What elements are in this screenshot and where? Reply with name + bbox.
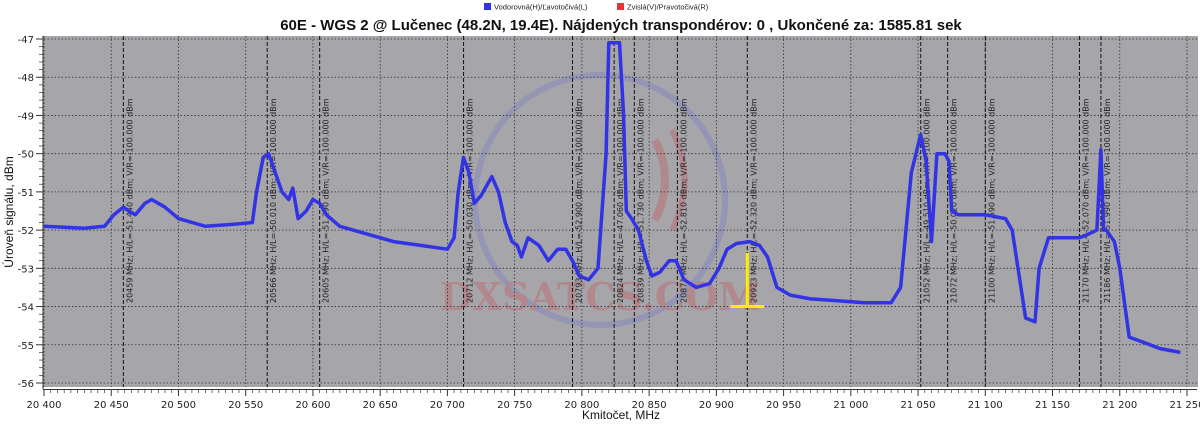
x-tick-label: 20 500 xyxy=(161,400,196,411)
cursor-marker xyxy=(730,253,765,309)
series-layer xyxy=(43,41,1181,355)
marker-label: 20793 MHz; H/L=-52.900 dBm; V/R=-100.000… xyxy=(574,98,583,303)
y-tick-label: -54 xyxy=(18,303,34,314)
y-tick-label: -49 xyxy=(18,111,34,122)
x-tick-label: 21 250 xyxy=(1170,400,1200,411)
x-tick-label: 21 100 xyxy=(968,400,1003,411)
marker-label: 20605 MHz; H/L=-51.290 dBm; V/R=-100.000… xyxy=(322,98,331,303)
marker-label: 20712 MHz; H/L=-50.030 dBm; V/R=-100.000… xyxy=(466,98,475,303)
x-tick-label: 21 150 xyxy=(1035,400,1070,411)
marker-label: 21170 MHz; H/L=-52.070 dBm; V/R=-100.000… xyxy=(1081,98,1090,303)
y-tick-label: -53 xyxy=(18,264,34,275)
y-tick-label: -47 xyxy=(18,35,34,46)
marker-label: 21072 MHz; H/L=-50.020 dBm; V/R=-100.000… xyxy=(950,98,959,303)
x-tick-label: 20 800 xyxy=(564,400,599,411)
marker-label: 20566 MHz; H/L=-50.010 dBm; V/R=-100.000… xyxy=(269,98,278,303)
x-tick-label: 21 200 xyxy=(1102,400,1137,411)
plot-area xyxy=(43,36,1198,387)
marker-label: 21186 MHz; H/L=-51.990 dBm; V/R=-100.000… xyxy=(1103,98,1112,303)
marker-label: 20824 MHz; H/L=-47.060 dBm; V/R=-100.000… xyxy=(616,98,625,303)
x-tick-label: 20 950 xyxy=(766,400,801,411)
legend: Vodorovná(H)/Ľavotočivá(L) Zvislá(V)/Pra… xyxy=(484,3,709,12)
legend-swatch-vertical xyxy=(617,3,624,10)
y-tick-label: -48 xyxy=(18,73,34,84)
x-tick-label: 20 550 xyxy=(228,400,263,411)
x-tick-label: 21 050 xyxy=(901,400,936,411)
y-tick-label: -56 xyxy=(18,379,34,390)
y-axis-label: Úroveň signálu, dBm xyxy=(1,156,16,267)
series-line-horizontal xyxy=(43,41,1181,355)
x-tick-label: 20 850 xyxy=(632,400,667,411)
x-tick-label: 20 400 xyxy=(27,400,62,411)
marker-label: 20839 MHz; H/L=-51.730 dBm; V/R=-100.000… xyxy=(636,98,645,303)
y-tick-label: -55 xyxy=(18,341,34,352)
x-tick-label: 20 450 xyxy=(94,400,129,411)
svg-text:DXSATCS.COM: DXSATCS.COM xyxy=(440,274,761,319)
x-tick-label: 20 750 xyxy=(497,400,532,411)
marker-label: 20923 MHz; H/L=-52.320 dBm; V/R=-100.000… xyxy=(749,98,758,303)
x-tick-label: 21 000 xyxy=(833,400,868,411)
x-tick-label: 20 900 xyxy=(699,400,734,411)
x-tick-label: 20 650 xyxy=(363,400,398,411)
x-tick-label: 20 600 xyxy=(295,400,330,411)
x-axis-label: Kmitočet, MHz xyxy=(582,408,660,422)
legend-label-horizontal: Vodorovná(H)/Ľavotočivá(L) xyxy=(494,3,588,12)
x-tick-label: 20 700 xyxy=(430,400,465,411)
legend-label-vertical: Zvislá(V)/Pravotočivá(R) xyxy=(627,3,709,12)
legend-swatch-horizontal xyxy=(484,3,491,10)
marker-label: 20871 MHz; H/L=-52.810 dBm; V/R=-100.000… xyxy=(679,98,688,303)
axes: -47 -48 -49 -50 -51 -52 -53 -54 -55 -56 20 400 20 4… xyxy=(18,35,1200,411)
marker-label: 20459 MHz; H/L=-51.440 dBm; V/R=-100.000… xyxy=(125,98,134,303)
chart-title: 60E - WGS 2 @ Lučenec (48.2N, 19.4E). Ná… xyxy=(280,17,962,34)
y-tick-label: -52 xyxy=(18,226,34,237)
y-tick-label: -51 xyxy=(18,188,34,199)
grid xyxy=(43,36,1197,387)
marker-label: 21100 MHz; H/L=-51.590 dBm; V/R=-100.000… xyxy=(987,98,996,303)
y-tick-label: -50 xyxy=(18,150,34,161)
